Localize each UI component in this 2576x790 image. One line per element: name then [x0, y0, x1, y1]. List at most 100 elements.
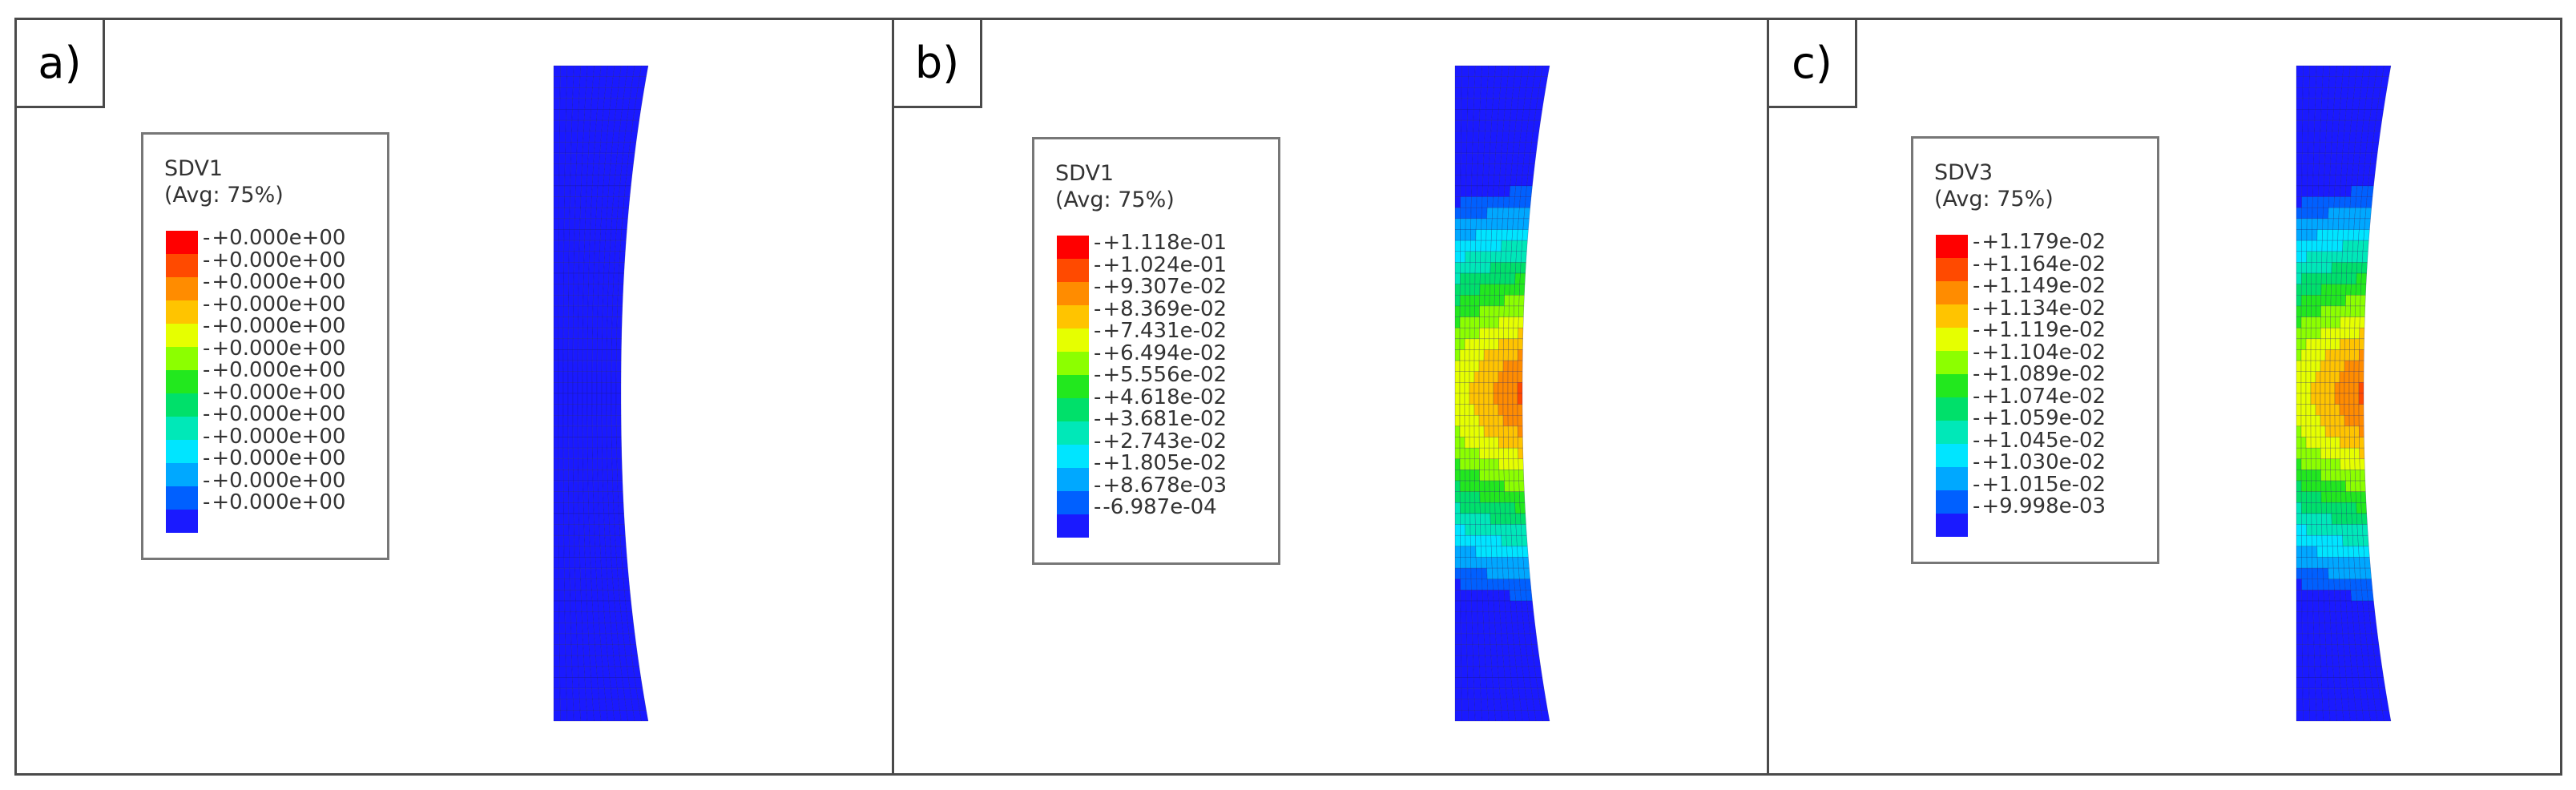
mesh-element: [570, 623, 578, 635]
mesh-element: [583, 480, 589, 492]
mesh-element: [2364, 567, 2372, 580]
mesh-element: [1496, 546, 1503, 558]
mesh-element: [2334, 371, 2340, 383]
mesh-element: [2296, 480, 2302, 492]
mesh-element: [2316, 262, 2322, 274]
mesh-element: [1523, 567, 1531, 580]
mesh-element: [1503, 305, 1510, 317]
mesh-element: [578, 272, 584, 284]
mesh-element: [2296, 710, 2304, 722]
mesh-element: [608, 262, 615, 274]
mesh-element: [601, 393, 607, 405]
mesh-element: [2360, 491, 2367, 503]
mesh-element: [2340, 163, 2348, 175]
mesh-element: [2306, 513, 2312, 525]
mesh-element: [2333, 98, 2341, 110]
mesh-element: [573, 710, 581, 722]
mesh-element: [2296, 611, 2303, 623]
mesh-element: [1478, 415, 1485, 427]
legend-value: +1.030e-02: [1973, 451, 2157, 474]
mesh-element: [1469, 393, 1475, 405]
mesh-element: [2306, 262, 2312, 274]
mesh-element: [1472, 131, 1480, 143]
mesh-element: [2329, 338, 2336, 350]
mesh-element: [553, 109, 561, 121]
mesh-element: [560, 65, 568, 77]
mesh-element: [606, 425, 612, 437]
mesh-element: [1502, 393, 1509, 405]
mesh-element: [553, 272, 559, 284]
mesh-element: [1504, 175, 1512, 187]
mesh-element: [1517, 425, 1523, 437]
mesh-element: [1454, 502, 1461, 514]
mesh-element: [2337, 644, 2345, 656]
mesh-element: [2302, 98, 2310, 110]
mesh-element: [597, 458, 603, 470]
mesh-element: [597, 338, 603, 350]
mesh-element: [1464, 327, 1470, 340]
mesh-element: [1454, 251, 1461, 263]
mesh-element: [2296, 251, 2302, 263]
mesh-element: [1512, 371, 1518, 383]
mesh-element: [1488, 393, 1494, 405]
mesh-element: [569, 218, 575, 230]
mesh-element: [572, 360, 578, 372]
mesh-element: [1469, 480, 1475, 492]
mesh-element: [593, 710, 602, 722]
mesh-element: [607, 295, 614, 307]
mesh-element: [2338, 655, 2346, 667]
legend-swatch: [1057, 259, 1089, 282]
mesh-element: [2342, 534, 2348, 547]
mesh-element: [2327, 229, 2333, 241]
mesh-element: [587, 349, 593, 361]
mesh-element: [2334, 338, 2340, 350]
mesh-element: [1454, 185, 1461, 197]
mesh-element: [2355, 491, 2362, 503]
mesh-element: [574, 218, 581, 230]
mesh-element: [1461, 644, 1468, 656]
mesh-element: [2344, 404, 2350, 416]
mesh-element: [2307, 590, 2313, 602]
mesh-element: [2302, 655, 2309, 667]
mesh-element: [2355, 284, 2362, 296]
mesh-element: [558, 633, 566, 645]
mesh-element: [558, 142, 566, 154]
mesh-element: [593, 491, 599, 503]
mesh-element: [601, 382, 607, 394]
mesh-element: [617, 284, 624, 296]
mesh-element: [589, 251, 595, 263]
mesh-element: [1485, 513, 1491, 525]
mesh-element: [1454, 425, 1461, 437]
mesh-element: [2305, 338, 2312, 350]
mesh-element: [2296, 371, 2302, 383]
mesh-element: [1504, 491, 1510, 503]
mesh-element: [1475, 534, 1482, 547]
mesh-element: [1454, 513, 1461, 525]
mesh-element: [575, 163, 583, 175]
mesh-element: [606, 218, 612, 230]
mesh-element: [596, 371, 603, 383]
mesh-element: [2308, 655, 2316, 667]
mesh-element: [621, 218, 628, 230]
mesh-element: [607, 447, 613, 460]
mesh-element: [1454, 458, 1461, 470]
mesh-element: [2300, 349, 2307, 361]
mesh-element: [572, 393, 578, 405]
legend-subtitle: (Avg: 75%): [1934, 187, 2054, 212]
mesh-element: [1479, 284, 1486, 296]
mesh-element: [2327, 534, 2333, 547]
mesh-element: [1465, 272, 1471, 284]
mesh-element: [1518, 284, 1526, 296]
mesh-element: [1454, 98, 1462, 110]
mesh-element: [569, 229, 575, 241]
mesh-element: [611, 316, 618, 328]
mesh-element: [563, 567, 570, 580]
mesh-element: [1474, 65, 1482, 77]
mesh-element: [2316, 546, 2323, 558]
mesh-element: [562, 458, 569, 470]
mesh-element: [1469, 240, 1477, 252]
mesh-element: [616, 338, 622, 350]
mesh-element: [2311, 262, 2317, 274]
mesh-element: [558, 229, 565, 241]
mesh-element: [2332, 666, 2340, 678]
